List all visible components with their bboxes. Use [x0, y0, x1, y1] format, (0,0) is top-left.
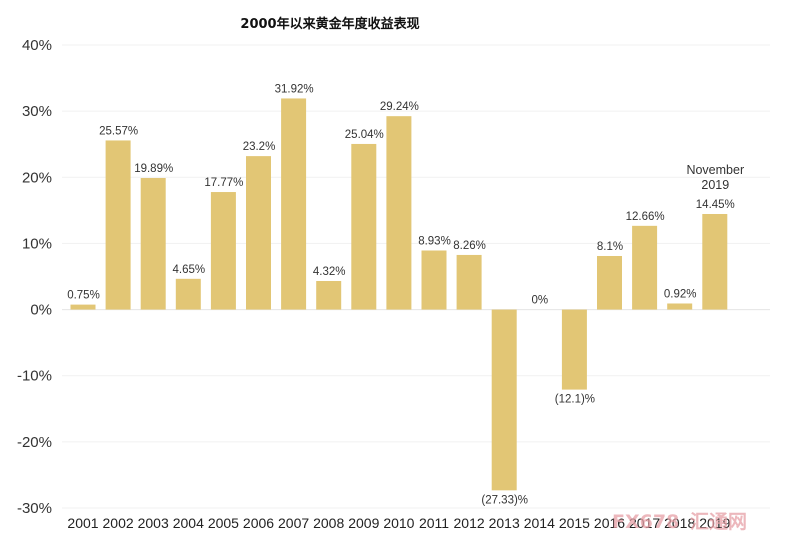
bars	[70, 98, 728, 491]
data-label-2003: 19.89%	[134, 163, 173, 175]
y-axis: 40% 30% 20% 10% 0% -10% -20% -30%	[17, 37, 52, 517]
annotation-line-2: 2019	[701, 178, 729, 192]
data-label-2005: 17.77%	[204, 177, 243, 189]
x-axis: 2001 2002 2003 2004 2005 2006 2007 2008 2009 2010…	[67, 515, 730, 531]
x-tick-label: 2003	[138, 515, 169, 531]
data-label-2019: 14.45%	[696, 199, 735, 211]
watermark-logo: FX678	[612, 511, 679, 533]
bar-2002	[105, 140, 131, 310]
x-tick-label: 2007	[278, 515, 309, 531]
x-tick-label: 2009	[348, 515, 379, 531]
x-tick-label: 2014	[524, 515, 555, 531]
bar-2005	[210, 192, 236, 310]
data-label-2010: 29.24%	[380, 101, 419, 113]
data-label-2014: 0%	[531, 295, 548, 307]
data-label-2018: 0.92%	[664, 288, 697, 300]
bar-2018	[667, 303, 693, 310]
y-tick-label: 40%	[22, 37, 52, 54]
bar-2012	[456, 254, 482, 310]
data-label-2016: 8.1%	[597, 241, 623, 253]
y-tick-label: -20%	[17, 434, 52, 451]
x-tick-label: 2001	[67, 515, 98, 531]
watermark: FX678 汇通网	[612, 511, 747, 533]
x-tick-label: 2002	[103, 515, 134, 531]
x-tick-label: 2005	[208, 515, 239, 531]
bar-2007	[281, 98, 307, 310]
data-label-2008: 4.32%	[313, 266, 346, 278]
x-tick-label: 2016	[594, 515, 625, 531]
bar-2017	[632, 225, 658, 310]
y-tick-label: -30%	[17, 500, 52, 517]
bar-2011	[421, 250, 447, 310]
data-label-2009: 25.04%	[345, 129, 384, 141]
y-tick-label: 10%	[22, 235, 52, 252]
watermark-cn-text: 汇通网	[690, 511, 747, 533]
annotation-line-1: November	[686, 163, 744, 177]
data-label-2002: 25.57%	[99, 125, 138, 137]
x-tick-label: 2006	[243, 515, 274, 531]
x-tick-label: 2012	[454, 515, 485, 531]
x-tick-label: 2010	[383, 515, 414, 531]
bar-2016	[597, 255, 622, 310]
x-tick-label: 2013	[489, 515, 520, 531]
data-label-2004: 4.65%	[172, 264, 205, 276]
bar-2004	[175, 278, 201, 310]
bar-2015	[561, 309, 587, 390]
data-label-2006: 23.2%	[243, 141, 276, 153]
x-tick-label: 2004	[173, 515, 204, 531]
data-label-2013: (27.33)%	[481, 494, 528, 506]
x-tick-label: 2017	[629, 515, 660, 531]
data-labels: 0.75% 25.57% 19.89% 4.65% 17.77% 23.2% 31.92% 4…	[67, 83, 735, 506]
bar-2010	[386, 116, 412, 310]
bar-2003	[140, 178, 166, 310]
bar-2013	[491, 309, 517, 491]
data-label-2015: (12.1)%	[555, 394, 595, 406]
y-tick-label: -10%	[17, 368, 52, 385]
data-label-2012: 8.26%	[453, 240, 486, 252]
data-label-2011: 8.93%	[418, 236, 451, 248]
x-tick-label: 2015	[559, 515, 590, 531]
bar-2008	[316, 280, 342, 310]
y-tick-label: 20%	[22, 169, 52, 186]
bar-2019	[702, 213, 728, 310]
y-tick-label: 30%	[22, 103, 52, 120]
x-tick-label: 2018	[664, 515, 695, 531]
y-tick-label: 0%	[30, 302, 52, 319]
bar-2001	[70, 304, 96, 310]
annotation-november-2019: November 2019	[686, 163, 744, 192]
chart-title: 2000年以来黄金年度收益表现	[240, 16, 419, 32]
bar-2009	[351, 143, 377, 310]
bar-2006	[246, 156, 271, 310]
data-label-2017: 12.66%	[626, 211, 665, 223]
x-tick-label: 2008	[313, 515, 344, 531]
gridlines	[62, 44, 770, 509]
data-label-2001: 0.75%	[67, 290, 100, 302]
x-tick-label: 2011	[419, 515, 449, 531]
x-tick-label: 2019	[699, 515, 730, 531]
data-label-2007: 31.92%	[275, 83, 314, 95]
